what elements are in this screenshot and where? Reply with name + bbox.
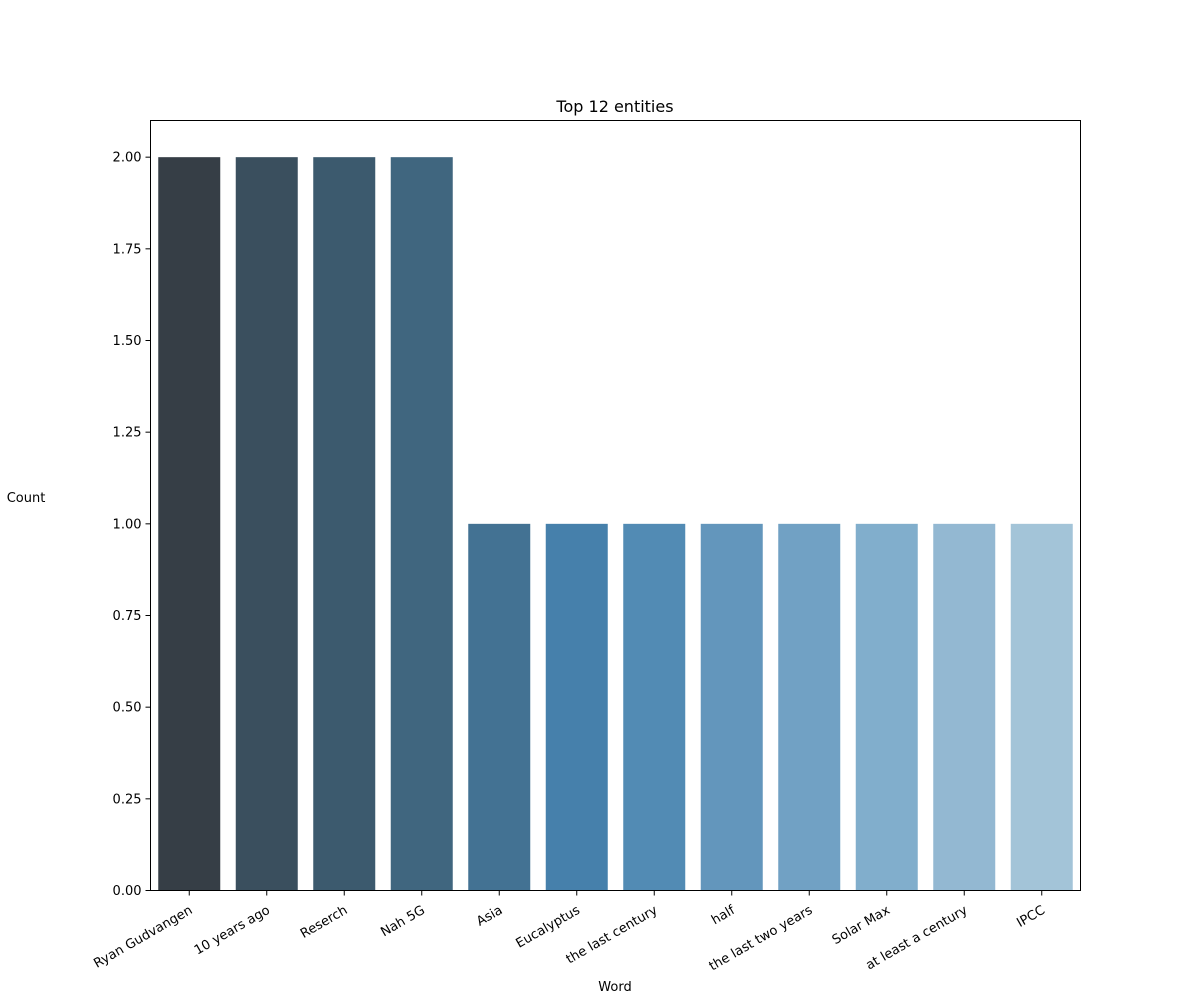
chart-title: Top 12 entities: [555, 97, 673, 116]
x-tick-label: Ryan Gudvangen: [91, 903, 195, 972]
y-axis: 0.00 0.25 0.50 0.75 1.00 1.25 1.50 1.75 2.00: [113, 151, 151, 899]
x-tick-label: Nah 5G: [378, 903, 427, 940]
y-tick-label: 2.00: [113, 151, 142, 166]
bar: [313, 157, 376, 891]
y-tick-label: 1.50: [113, 334, 142, 349]
y-tick-label: 1.25: [113, 426, 142, 441]
bar: [623, 523, 686, 891]
y-tick-label: 0.25: [113, 792, 142, 807]
bar: [158, 157, 221, 891]
bar: [235, 157, 298, 891]
x-tick-label: Eucalyptus: [514, 903, 583, 952]
x-tick-label: 10 years ago: [192, 903, 273, 958]
y-tick-label: 0.00: [113, 884, 142, 899]
x-tick-label: Solar Max: [830, 903, 893, 948]
y-tick-label: 0.75: [113, 609, 142, 624]
x-tick-label: Reserch: [298, 903, 350, 942]
x-tick-label: IPCC: [1014, 903, 1047, 931]
y-tick-label: 1.75: [113, 242, 142, 257]
x-tick-label: half: [709, 903, 738, 928]
bar: [545, 523, 608, 891]
bar: [468, 523, 531, 891]
bar: [700, 523, 763, 891]
y-tick-label: 1.00: [113, 517, 142, 532]
y-tick-label: 0.50: [113, 701, 142, 716]
bar: [390, 157, 453, 891]
plot-frame: [150, 120, 1081, 891]
bar: [778, 523, 841, 891]
bars: [158, 157, 1073, 891]
y-axis-label: Count: [7, 491, 46, 506]
bar: [933, 523, 996, 891]
x-tick-label: Asia: [474, 903, 505, 930]
x-axis-label: Word: [598, 980, 631, 995]
bar: [855, 523, 918, 891]
bar: [1010, 523, 1073, 891]
